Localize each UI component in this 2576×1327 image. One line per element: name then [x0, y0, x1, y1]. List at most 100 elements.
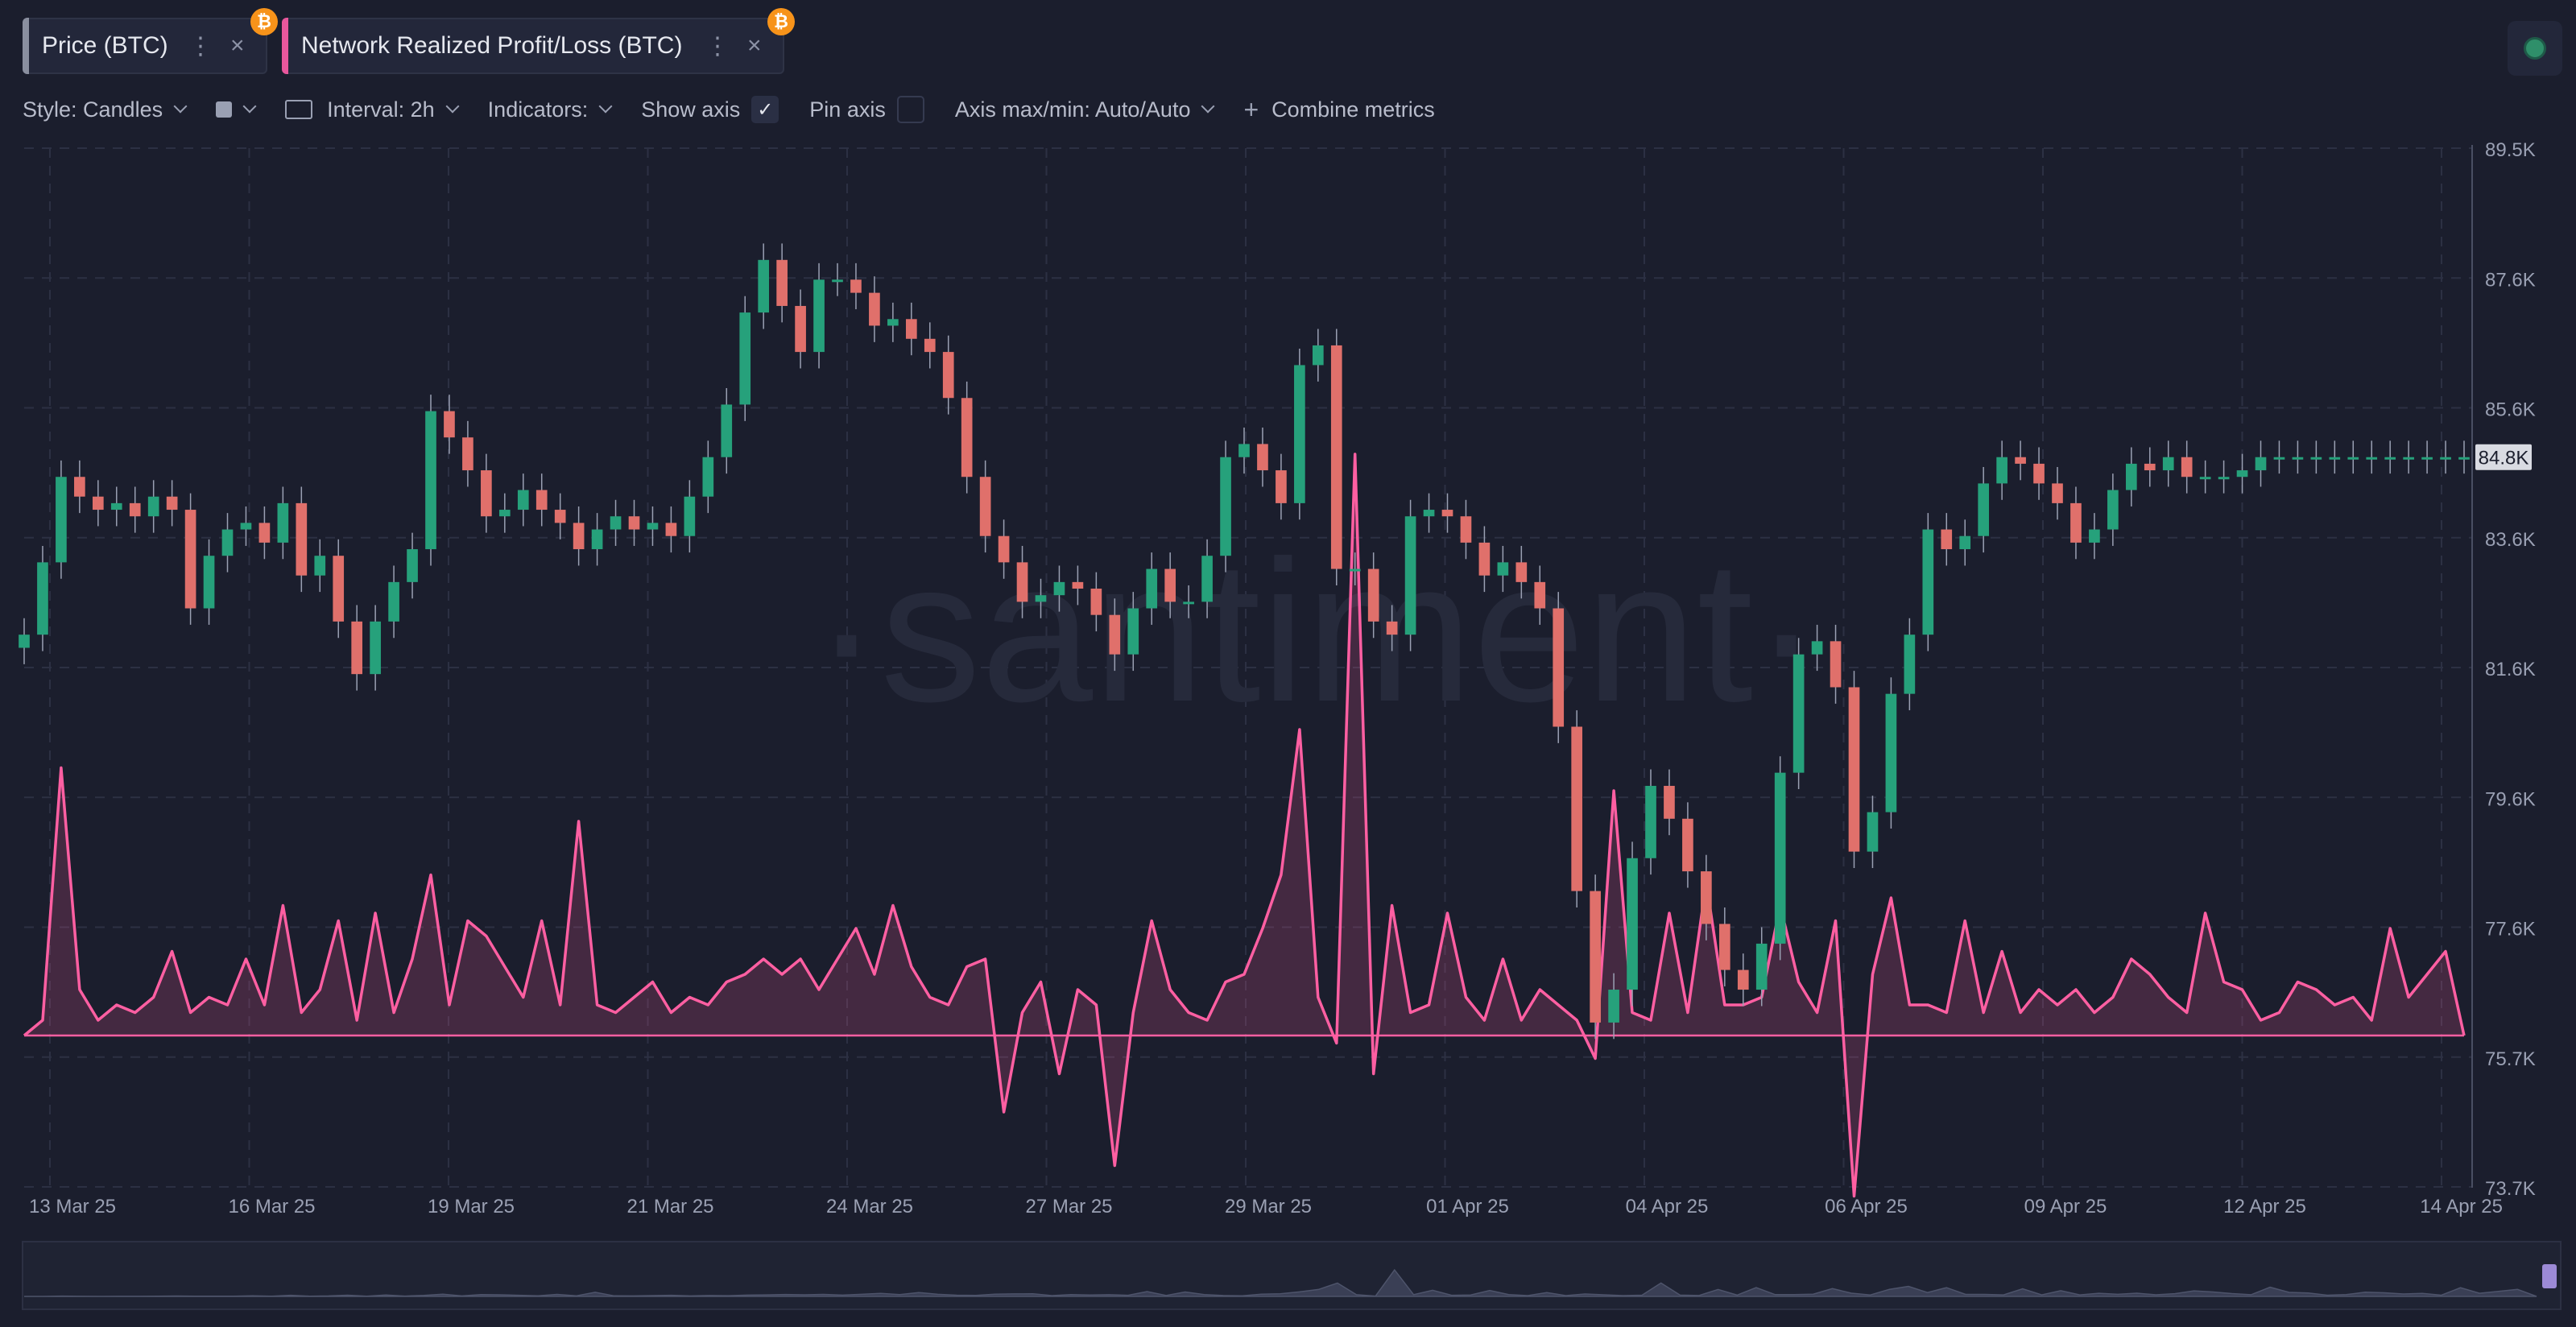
- candle-body: [462, 437, 473, 471]
- candle-body: [2218, 477, 2230, 480]
- show-axis-checkbox[interactable]: ✓: [751, 96, 779, 123]
- candle-body: [74, 477, 85, 497]
- candle-body: [1312, 345, 1324, 366]
- candle-body: [1867, 812, 1879, 852]
- candle-body: [37, 562, 48, 635]
- candle-body: [1996, 457, 2007, 484]
- candle-body: [277, 502, 289, 543]
- show-axis-label: Show axis: [641, 97, 741, 122]
- candle-body: [517, 490, 529, 511]
- candle-body: [2458, 457, 2470, 460]
- candle-body: [591, 529, 603, 550]
- candle-body: [610, 516, 622, 530]
- indicators-dropdown[interactable]: Indicators:: [488, 97, 613, 122]
- candle-body: [166, 496, 178, 511]
- candle-body: [795, 305, 806, 353]
- candle-body: [1792, 654, 1805, 773]
- grid-lines: [24, 147, 2472, 1188]
- candle-body: [2181, 457, 2193, 477]
- y-tick-label: 73.7K: [2485, 1178, 2536, 1200]
- more-icon[interactable]: ⋮: [705, 32, 730, 60]
- candle-body: [1090, 589, 1102, 615]
- more-icon[interactable]: ⋮: [188, 32, 213, 60]
- y-tick-label: 75.7K: [2485, 1048, 2536, 1070]
- candle-body: [1848, 687, 1860, 852]
- pin-axis-toggle[interactable]: Pin axis: [809, 96, 924, 123]
- candle-body: [1294, 365, 1305, 503]
- candle-body: [2107, 490, 2119, 530]
- candle-body: [1367, 568, 1379, 622]
- candle-body: [942, 352, 954, 399]
- pin-axis-checkbox[interactable]: [896, 96, 924, 123]
- candle-body: [776, 259, 788, 306]
- candle-body: [2403, 457, 2414, 460]
- candle-body: [1053, 581, 1065, 596]
- plus-icon: +: [1243, 94, 1259, 124]
- candle-body: [1701, 871, 1712, 924]
- candle-body: [1774, 772, 1786, 944]
- candle-body: [1257, 444, 1268, 471]
- candle-body: [850, 279, 862, 293]
- close-icon[interactable]: ×: [747, 32, 762, 59]
- x-tick-label: 16 Mar 25: [228, 1196, 315, 1217]
- y-tick-label: 79.6K: [2485, 788, 2536, 810]
- candle-body: [1922, 529, 1934, 635]
- tab-network-realized-pnl[interactable]: Network Realized Profit/Loss (BTC) ⋮ ×: [282, 18, 784, 74]
- candle-body: [147, 496, 159, 517]
- combine-metrics-label: Combine metrics: [1271, 97, 1435, 122]
- candle-body: [110, 502, 122, 511]
- candle-body: [832, 279, 843, 283]
- candle-body: [684, 496, 696, 536]
- interval-dropdown[interactable]: Interval: 2h: [285, 97, 460, 122]
- candle-body: [1349, 568, 1361, 572]
- x-tick-label: 14 Apr 25: [2420, 1196, 2503, 1217]
- tab-label: Network Realized Profit/Loss (BTC): [301, 32, 683, 59]
- candle-body: [1276, 470, 1287, 503]
- navigator-handle[interactable]: [2542, 1264, 2557, 1288]
- axis-maxmin-dropdown[interactable]: Axis max/min: Auto/Auto: [954, 97, 1215, 122]
- chart-toolbar: Style: Candles Interval: 2h Indicators: …: [23, 90, 1466, 129]
- status-dot-icon: [2524, 37, 2546, 60]
- candle-body: [1515, 562, 1528, 582]
- candle-body: [314, 556, 326, 576]
- candle-body: [979, 477, 991, 536]
- candle-body: [2366, 457, 2378, 460]
- navigator[interactable]: [22, 1241, 2562, 1310]
- tab-price-btc[interactable]: Price (BTC) ⋮ ×: [23, 18, 267, 74]
- x-tick-label: 24 Mar 25: [826, 1196, 913, 1217]
- color-dropdown[interactable]: [216, 99, 257, 118]
- candle-body: [998, 535, 1010, 563]
- candle-body: [2089, 529, 2100, 543]
- candle-body: [2421, 457, 2433, 460]
- candle-body: [554, 510, 566, 523]
- candle-body: [258, 523, 271, 543]
- candle-body: [1330, 345, 1342, 569]
- interval-label: Interval: 2h: [327, 97, 435, 122]
- candle-body: [961, 398, 973, 477]
- x-tick-label: 19 Mar 25: [428, 1196, 515, 1217]
- x-tick-label: 01 Apr 25: [1426, 1196, 1509, 1217]
- candle-body: [2070, 502, 2082, 543]
- close-icon[interactable]: ×: [230, 32, 245, 59]
- candle-body: [2144, 463, 2156, 471]
- candle-body: [647, 523, 659, 530]
- x-tick-label: 09 Apr 25: [2024, 1196, 2107, 1217]
- style-dropdown[interactable]: Style: Candles: [23, 97, 188, 122]
- candle-body: [2440, 457, 2451, 460]
- y-tick-label: 87.6K: [2485, 269, 2536, 291]
- candle-body: [425, 411, 436, 550]
- tab-color-bar: [282, 18, 288, 74]
- axis-maxmin-label: Axis max/min: Auto/Auto: [954, 97, 1191, 122]
- bitcoin-icon: ₿: [767, 8, 795, 35]
- navigator-track[interactable]: [22, 1241, 2562, 1310]
- show-axis-toggle[interactable]: Show axis ✓: [641, 96, 779, 123]
- candle-body: [905, 319, 917, 339]
- candle-body: [370, 621, 381, 675]
- status-indicator[interactable]: [2508, 21, 2562, 76]
- candle-body: [1441, 510, 1453, 517]
- candle-body: [2347, 457, 2359, 460]
- x-tick-label: 06 Apr 25: [1825, 1196, 1908, 1217]
- combine-metrics-button[interactable]: + Combine metrics: [1243, 95, 1434, 125]
- candle-body: [2384, 457, 2396, 460]
